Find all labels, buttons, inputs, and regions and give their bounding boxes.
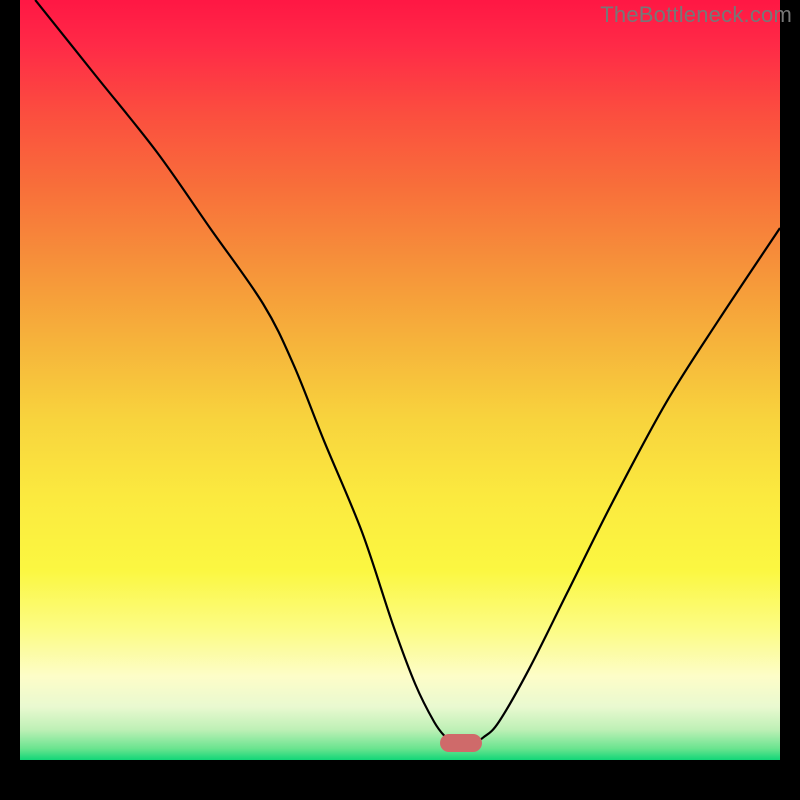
gradient-rect: [20, 0, 780, 760]
plot-area: [20, 0, 780, 760]
minimum-marker: [440, 734, 482, 752]
gradient-background: [20, 0, 780, 760]
watermark: TheBottleneck.com: [600, 2, 792, 28]
